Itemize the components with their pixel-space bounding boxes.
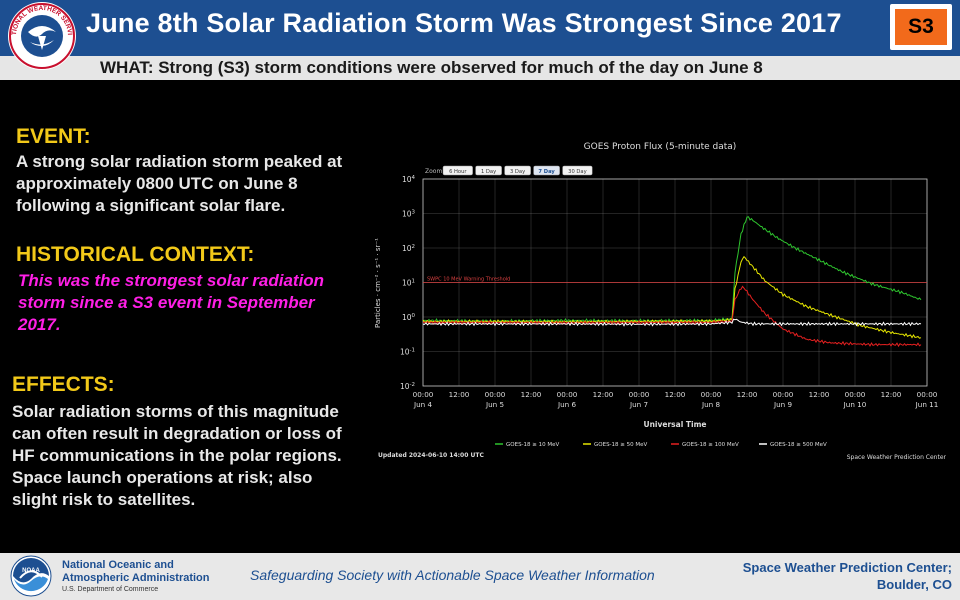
event-line: A strong solar radiation storm peaked at — [16, 152, 343, 171]
severity-badge: S3 — [895, 9, 947, 45]
x-tick-label: 12:00 — [809, 390, 830, 399]
zoom-label: Zoom — [425, 168, 442, 175]
effects-line: HF communications in the polar regions. — [12, 446, 342, 465]
effects-description: Solar radiation storms of this magnitude… — [12, 401, 342, 511]
nws-logo: NATIONAL WEATHER SERVICE — [8, 2, 76, 70]
x-tick-date: Jun 4 — [413, 400, 433, 409]
y-tick-label: 100 — [402, 313, 416, 322]
x-tick-date: Jun 8 — [701, 400, 721, 409]
y-tick-label: 101 — [402, 279, 415, 288]
x-tick-label: 00:00 — [845, 390, 866, 399]
effects-line: Solar radiation storms of this magnitude — [12, 402, 339, 421]
effects-line: Space launch operations at risk; also — [12, 468, 313, 487]
x-tick-label: 12:00 — [881, 390, 902, 399]
noaa-name-line: National Oceanic and — [62, 559, 174, 571]
legend-label: GOES-18 ≥ 500 MeV — [770, 442, 827, 448]
zoom-button-label: 3 Day — [510, 169, 525, 175]
y-tick-label: 102 — [402, 244, 415, 253]
noaa-abbr: NOAA — [22, 568, 40, 574]
series-line — [422, 285, 922, 348]
x-tick-label: 00:00 — [917, 390, 938, 399]
x-tick-label: 00:00 — [629, 390, 650, 399]
noaa-department: U.S. Department of Commerce — [62, 586, 159, 593]
y-tick-label: 10-1 — [400, 348, 415, 357]
context-line: storm since a S3 event in September — [18, 293, 315, 312]
event-description: A strong solar radiation storm peaked at… — [16, 151, 342, 217]
zoom-button[interactable] — [562, 165, 593, 176]
noaa-logo: NOAA — [10, 555, 52, 597]
event-heading: EVENT: — [16, 125, 91, 148]
series-line — [422, 318, 922, 327]
y-axis-label: Particles · cm⁻² · s⁻¹ · sr⁻¹ — [374, 238, 382, 328]
x-tick-date: Jun 5 — [485, 400, 504, 409]
x-tick-label: 00:00 — [557, 390, 578, 399]
proton-flux-chart-panel: GOES Proton Flux (5-minute data) Zoom 6 … — [370, 131, 954, 467]
legend-label: GOES-18 ≥ 50 MeV — [594, 442, 648, 448]
updated-timestamp: Updated 2024-06-10 14:00 UTC — [378, 452, 484, 459]
swpc-line: Boulder, CO — [876, 577, 952, 592]
zoom-button[interactable] — [475, 165, 502, 176]
event-line: approximately 0800 UTC on June 8 — [16, 174, 298, 193]
x-tick-label: 00:00 — [701, 390, 722, 399]
context-line: This was the strongest solar radiation — [18, 271, 325, 290]
x-tick-date: Jun 10 — [843, 400, 867, 409]
zoom-button-label: 30 Day — [568, 169, 587, 175]
noaa-name: National Oceanic and Atmospheric Adminis… — [62, 559, 210, 585]
effects-line: slight risk to satellites. — [12, 490, 196, 509]
zoom-button[interactable] — [504, 165, 531, 176]
page-title: June 8th Solar Radiation Storm Was Stron… — [86, 8, 842, 38]
context-heading: HISTORICAL CONTEXT: — [16, 243, 255, 266]
chart-title: GOES Proton Flux (5-minute data) — [584, 142, 737, 152]
legend-label: GOES-18 ≥ 100 MeV — [682, 442, 739, 448]
footer-bar: NOAA National Oceanic and Atmospheric Ad… — [0, 553, 960, 600]
y-tick-label: 103 — [402, 210, 416, 219]
x-tick-label: 12:00 — [593, 390, 614, 399]
x-tick-date: Jun 7 — [629, 400, 648, 409]
effects-line: can often result in degradation or loss … — [12, 424, 342, 443]
x-tick-label: 00:00 — [773, 390, 794, 399]
zoom-button-label: 1 Day — [481, 169, 496, 175]
legend-label: GOES-18 ≥ 10 MeV — [506, 442, 560, 448]
x-tick-label: 00:00 — [485, 390, 506, 399]
zoom-button-label: 6 Hour — [449, 169, 467, 175]
x-axis-label: Universal Time — [644, 420, 707, 429]
subheader-bar: WHAT: Strong (S3) storm conditions were … — [0, 56, 960, 80]
x-tick-date: Jun 11 — [915, 400, 939, 409]
context-description: This was the strongest solar radiation s… — [18, 270, 324, 336]
context-line: 2017. — [18, 315, 61, 334]
x-tick-label: 00:00 — [413, 390, 434, 399]
chart-credit: Space Weather Prediction Center — [847, 454, 947, 461]
swpc-line: Space Weather Prediction Center; — [742, 560, 952, 575]
effects-heading: EFFECTS: — [12, 373, 115, 396]
noaa-name-line: Atmospheric Administration — [62, 572, 210, 584]
x-tick-label: 12:00 — [665, 390, 686, 399]
severity-badge-frame: S3 — [890, 4, 952, 50]
zoom-button[interactable] — [533, 165, 560, 176]
x-tick-label: 12:00 — [449, 390, 470, 399]
proton-flux-chart: GOES Proton Flux (5-minute data) Zoom 6 … — [370, 131, 954, 467]
y-tick-label: 10-2 — [400, 382, 415, 391]
what-summary: WHAT: Strong (S3) storm conditions were … — [100, 58, 763, 77]
x-tick-date: Jun 6 — [557, 400, 577, 409]
zoom-button-label: 7 Day — [538, 169, 555, 175]
event-line: following a significant solar flare. — [16, 196, 286, 215]
header-bar: NATIONAL WEATHER SERVICE June 8th Solar … — [0, 0, 960, 70]
swpc-location: Space Weather Prediction Center; Boulder… — [743, 559, 952, 593]
tagline: Safeguarding Society with Actionable Spa… — [250, 567, 655, 583]
threshold-label: SWPC 10 MeV Warning Threshold — [427, 277, 510, 283]
x-tick-label: 12:00 — [737, 390, 758, 399]
x-tick-date: Jun 9 — [773, 400, 793, 409]
zoom-button[interactable] — [442, 165, 473, 176]
y-tick-label: 104 — [402, 175, 416, 184]
x-tick-label: 12:00 — [521, 390, 542, 399]
